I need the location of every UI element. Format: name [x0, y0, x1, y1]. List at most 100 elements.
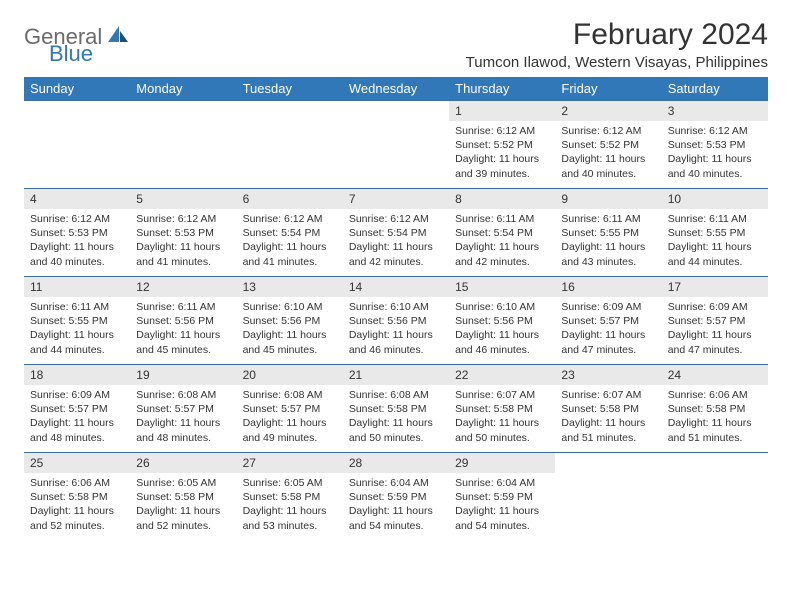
day-number: 11	[24, 277, 130, 297]
calendar-day-cell: 9Sunrise: 6:11 AMSunset: 5:55 PMDaylight…	[555, 189, 661, 277]
day-header: Wednesday	[343, 77, 449, 101]
day-details: Sunrise: 6:10 AMSunset: 5:56 PMDaylight:…	[237, 297, 343, 361]
day-header: Thursday	[449, 77, 555, 101]
day-number: 19	[130, 365, 236, 385]
calendar-day-cell: 17Sunrise: 6:09 AMSunset: 5:57 PMDayligh…	[662, 277, 768, 365]
day-number: 26	[130, 453, 236, 473]
logo-sail-icon	[107, 25, 129, 48]
day-details: Sunrise: 6:10 AMSunset: 5:56 PMDaylight:…	[449, 297, 555, 361]
calendar-day-cell: 21Sunrise: 6:08 AMSunset: 5:58 PMDayligh…	[343, 365, 449, 453]
calendar-day-cell: 4Sunrise: 6:12 AMSunset: 5:53 PMDaylight…	[24, 189, 130, 277]
calendar-day-cell: 3Sunrise: 6:12 AMSunset: 5:53 PMDaylight…	[662, 101, 768, 189]
day-number: 8	[449, 189, 555, 209]
calendar-week-row: 25Sunrise: 6:06 AMSunset: 5:58 PMDayligh…	[24, 453, 768, 541]
calendar-day-cell: 5Sunrise: 6:12 AMSunset: 5:53 PMDaylight…	[130, 189, 236, 277]
logo-blue-wrap: Blue	[51, 41, 93, 67]
day-header: Tuesday	[237, 77, 343, 101]
day-details: Sunrise: 6:04 AMSunset: 5:59 PMDaylight:…	[343, 473, 449, 537]
calendar-empty-cell	[555, 453, 661, 541]
calendar-day-cell: 1Sunrise: 6:12 AMSunset: 5:52 PMDaylight…	[449, 101, 555, 189]
day-number: 4	[24, 189, 130, 209]
day-number: 2	[555, 101, 661, 121]
day-number: 7	[343, 189, 449, 209]
day-number: 18	[24, 365, 130, 385]
day-header: Friday	[555, 77, 661, 101]
calendar-week-row: 18Sunrise: 6:09 AMSunset: 5:57 PMDayligh…	[24, 365, 768, 453]
day-details: Sunrise: 6:07 AMSunset: 5:58 PMDaylight:…	[449, 385, 555, 449]
day-details: Sunrise: 6:11 AMSunset: 5:55 PMDaylight:…	[662, 209, 768, 273]
day-header-row: SundayMondayTuesdayWednesdayThursdayFrid…	[24, 77, 768, 101]
calendar-day-cell: 23Sunrise: 6:07 AMSunset: 5:58 PMDayligh…	[555, 365, 661, 453]
day-number: 5	[130, 189, 236, 209]
calendar-empty-cell	[662, 453, 768, 541]
calendar-day-cell: 15Sunrise: 6:10 AMSunset: 5:56 PMDayligh…	[449, 277, 555, 365]
calendar-head: SundayMondayTuesdayWednesdayThursdayFrid…	[24, 77, 768, 101]
day-number: 3	[662, 101, 768, 121]
title-block: February 2024 Tumcon Ilawod, Western Vis…	[466, 18, 768, 71]
calendar-empty-cell	[343, 101, 449, 189]
day-details: Sunrise: 6:05 AMSunset: 5:58 PMDaylight:…	[130, 473, 236, 537]
calendar-week-row: 11Sunrise: 6:11 AMSunset: 5:55 PMDayligh…	[24, 277, 768, 365]
calendar-table: SundayMondayTuesdayWednesdayThursdayFrid…	[24, 77, 768, 541]
day-details: Sunrise: 6:07 AMSunset: 5:58 PMDaylight:…	[555, 385, 661, 449]
day-details: Sunrise: 6:06 AMSunset: 5:58 PMDaylight:…	[24, 473, 130, 537]
day-number: 1	[449, 101, 555, 121]
calendar-day-cell: 2Sunrise: 6:12 AMSunset: 5:52 PMDaylight…	[555, 101, 661, 189]
day-number: 22	[449, 365, 555, 385]
calendar-day-cell: 18Sunrise: 6:09 AMSunset: 5:57 PMDayligh…	[24, 365, 130, 453]
calendar-day-cell: 12Sunrise: 6:11 AMSunset: 5:56 PMDayligh…	[130, 277, 236, 365]
calendar-day-cell: 28Sunrise: 6:04 AMSunset: 5:59 PMDayligh…	[343, 453, 449, 541]
day-details: Sunrise: 6:09 AMSunset: 5:57 PMDaylight:…	[24, 385, 130, 449]
day-number: 28	[343, 453, 449, 473]
day-details: Sunrise: 6:12 AMSunset: 5:54 PMDaylight:…	[237, 209, 343, 273]
calendar-day-cell: 22Sunrise: 6:07 AMSunset: 5:58 PMDayligh…	[449, 365, 555, 453]
location-subtitle: Tumcon Ilawod, Western Visayas, Philippi…	[466, 54, 768, 71]
day-number: 25	[24, 453, 130, 473]
day-details: Sunrise: 6:11 AMSunset: 5:55 PMDaylight:…	[24, 297, 130, 361]
day-details: Sunrise: 6:12 AMSunset: 5:52 PMDaylight:…	[449, 121, 555, 185]
calendar-week-row: 4Sunrise: 6:12 AMSunset: 5:53 PMDaylight…	[24, 189, 768, 277]
day-header: Saturday	[662, 77, 768, 101]
day-details: Sunrise: 6:09 AMSunset: 5:57 PMDaylight:…	[662, 297, 768, 361]
calendar-day-cell: 27Sunrise: 6:05 AMSunset: 5:58 PMDayligh…	[237, 453, 343, 541]
day-number: 24	[662, 365, 768, 385]
day-number: 6	[237, 189, 343, 209]
calendar-day-cell: 13Sunrise: 6:10 AMSunset: 5:56 PMDayligh…	[237, 277, 343, 365]
day-header: Monday	[130, 77, 236, 101]
day-details: Sunrise: 6:08 AMSunset: 5:57 PMDaylight:…	[130, 385, 236, 449]
calendar-empty-cell	[130, 101, 236, 189]
day-number: 14	[343, 277, 449, 297]
day-details: Sunrise: 6:06 AMSunset: 5:58 PMDaylight:…	[662, 385, 768, 449]
calendar-week-row: 1Sunrise: 6:12 AMSunset: 5:52 PMDaylight…	[24, 101, 768, 189]
day-details: Sunrise: 6:10 AMSunset: 5:56 PMDaylight:…	[343, 297, 449, 361]
day-number: 9	[555, 189, 661, 209]
day-header: Sunday	[24, 77, 130, 101]
day-number: 21	[343, 365, 449, 385]
month-title: February 2024	[466, 18, 768, 52]
day-details: Sunrise: 6:04 AMSunset: 5:59 PMDaylight:…	[449, 473, 555, 537]
calendar-empty-cell	[24, 101, 130, 189]
day-details: Sunrise: 6:09 AMSunset: 5:57 PMDaylight:…	[555, 297, 661, 361]
calendar-day-cell: 25Sunrise: 6:06 AMSunset: 5:58 PMDayligh…	[24, 453, 130, 541]
day-number: 15	[449, 277, 555, 297]
day-details: Sunrise: 6:11 AMSunset: 5:54 PMDaylight:…	[449, 209, 555, 273]
day-number: 12	[130, 277, 236, 297]
calendar-empty-cell	[237, 101, 343, 189]
calendar-day-cell: 19Sunrise: 6:08 AMSunset: 5:57 PMDayligh…	[130, 365, 236, 453]
calendar-day-cell: 6Sunrise: 6:12 AMSunset: 5:54 PMDaylight…	[237, 189, 343, 277]
calendar-body: 1Sunrise: 6:12 AMSunset: 5:52 PMDaylight…	[24, 101, 768, 541]
day-number: 17	[662, 277, 768, 297]
calendar-day-cell: 10Sunrise: 6:11 AMSunset: 5:55 PMDayligh…	[662, 189, 768, 277]
calendar-day-cell: 8Sunrise: 6:11 AMSunset: 5:54 PMDaylight…	[449, 189, 555, 277]
day-number: 29	[449, 453, 555, 473]
day-details: Sunrise: 6:08 AMSunset: 5:58 PMDaylight:…	[343, 385, 449, 449]
calendar-day-cell: 14Sunrise: 6:10 AMSunset: 5:56 PMDayligh…	[343, 277, 449, 365]
day-number: 13	[237, 277, 343, 297]
day-details: Sunrise: 6:12 AMSunset: 5:52 PMDaylight:…	[555, 121, 661, 185]
day-number: 16	[555, 277, 661, 297]
day-number: 10	[662, 189, 768, 209]
calendar-day-cell: 20Sunrise: 6:08 AMSunset: 5:57 PMDayligh…	[237, 365, 343, 453]
day-details: Sunrise: 6:08 AMSunset: 5:57 PMDaylight:…	[237, 385, 343, 449]
day-details: Sunrise: 6:12 AMSunset: 5:53 PMDaylight:…	[662, 121, 768, 185]
calendar-day-cell: 16Sunrise: 6:09 AMSunset: 5:57 PMDayligh…	[555, 277, 661, 365]
